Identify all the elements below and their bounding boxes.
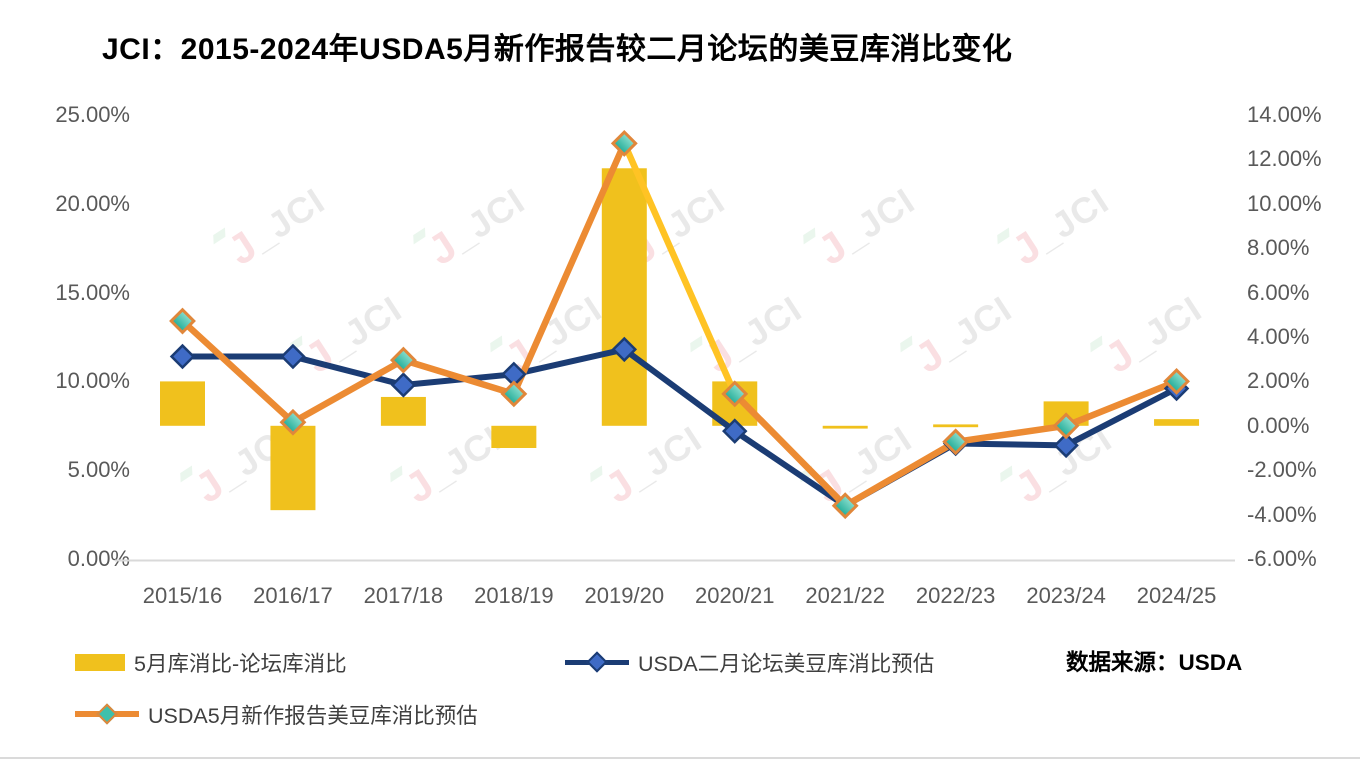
may-marker-2024/25 bbox=[1163, 367, 1190, 395]
diamond-marker-icon bbox=[96, 703, 118, 725]
may-marker-2016/17 bbox=[279, 408, 307, 436]
bar-2017/18 bbox=[380, 396, 426, 426]
legend-item-bar-diff[interactable]: 5月库消比-论坛库消比 bbox=[75, 645, 347, 679]
may-line-segment bbox=[510, 140, 628, 398]
left-axis-tick: 0.00% bbox=[67, 546, 130, 571]
diamond-marker-icon bbox=[586, 651, 608, 673]
legend-bar-label: 5月库消比-论坛库消比 bbox=[134, 651, 347, 676]
legend-item-forum-line[interactable]: USDA二月论坛美豆库消比预估 bbox=[565, 645, 934, 679]
chart-title: JCI：2015-2024年USDA5月新作报告较二月论坛的美豆库消比变化 bbox=[102, 33, 1013, 66]
right-axis-tick: 10.00% bbox=[1247, 190, 1322, 216]
bar-2021/22 bbox=[822, 425, 868, 429]
forum-marker-2017/18 bbox=[390, 372, 417, 398]
may-line-segment bbox=[841, 438, 959, 509]
left-axis-tick: 5.00% bbox=[67, 457, 130, 483]
may-line-segment bbox=[952, 422, 1070, 446]
right-axis-tick: 14.00% bbox=[1247, 102, 1322, 127]
bar-2022/23 bbox=[933, 424, 979, 428]
forum-marker-2020/21 bbox=[722, 418, 748, 444]
may-line-segment bbox=[289, 356, 407, 426]
x-axis-label: 2018/19 bbox=[474, 583, 554, 608]
bar-2018/19 bbox=[491, 425, 537, 448]
legend-forum-label: USDA二月论坛美豆库消比预估 bbox=[638, 651, 935, 676]
may-marker-2018/19 bbox=[500, 380, 528, 408]
right-axis-tick: -2.00% bbox=[1247, 457, 1317, 483]
forum-marker-2015/16 bbox=[169, 343, 196, 370]
bar-series-group bbox=[160, 168, 1200, 511]
x-axis-label: 2017/18 bbox=[363, 583, 444, 608]
left-axis-tick: 10.00% bbox=[55, 368, 130, 394]
may-line-segment bbox=[1062, 378, 1180, 430]
x-axis-label: 2022/23 bbox=[915, 583, 996, 608]
right-axis-tick: -6.00% bbox=[1247, 546, 1317, 571]
x-axis-label: 2024/25 bbox=[1136, 583, 1217, 608]
legend-item-may-line[interactable]: USDA5月新作报告美豆库消比预估 bbox=[75, 697, 478, 731]
may-line-segment bbox=[621, 140, 738, 398]
legend-bar-swatch bbox=[75, 653, 125, 671]
left-axis-tick: 25.00% bbox=[55, 102, 130, 127]
forum-marker-2018/19 bbox=[501, 361, 527, 388]
forum-marker-2023/24 bbox=[1053, 432, 1079, 459]
may-line-segment bbox=[179, 317, 297, 426]
may-marker-2017/18 bbox=[389, 346, 417, 374]
right-axis-tick: 0.00% bbox=[1247, 412, 1310, 438]
may-marker-2022/23 bbox=[942, 428, 970, 456]
bar-2024/25 bbox=[1154, 419, 1200, 426]
right-axis-tick: -4.00% bbox=[1247, 501, 1317, 527]
legend-may-swatch bbox=[75, 703, 139, 725]
x-axis-label: 2023/24 bbox=[1026, 583, 1106, 608]
x-axis-label: 2019/20 bbox=[584, 583, 665, 608]
bar-2016/17 bbox=[270, 425, 316, 511]
may-line-segment bbox=[731, 390, 849, 509]
right-axis-tick: 12.00% bbox=[1247, 146, 1322, 172]
right-axis-tick: 8.00% bbox=[1247, 235, 1310, 261]
forum-marker-2019/20 bbox=[611, 336, 638, 363]
may-marker-2020/21 bbox=[721, 380, 749, 408]
left-axis-tick: 20.00% bbox=[55, 190, 130, 216]
may-marker-2021/22 bbox=[831, 492, 859, 520]
may-marker-2023/24 bbox=[1052, 412, 1080, 440]
bar-2019/20 bbox=[601, 168, 647, 426]
right-axis-tick: 6.00% bbox=[1247, 279, 1310, 305]
forum-line bbox=[179, 346, 1180, 509]
may-marker-2019/20 bbox=[610, 129, 638, 157]
x-axis-label: 2016/17 bbox=[253, 583, 333, 608]
may-marker-2015/16 bbox=[169, 307, 196, 335]
marker-group bbox=[169, 129, 1190, 520]
legend-forum-swatch bbox=[565, 651, 629, 673]
x-axis-label: 2020/21 bbox=[694, 583, 775, 608]
left-axis-tick: 15.00% bbox=[55, 279, 130, 305]
legend-may-label: USDA5月新作报告美豆库消比预估 bbox=[148, 703, 478, 728]
x-axis-label: 2015/16 bbox=[142, 583, 223, 608]
x-axis-label: 2021/22 bbox=[805, 583, 885, 608]
may-line-segment bbox=[400, 356, 518, 398]
forum-marker-2016/17 bbox=[280, 343, 306, 370]
line-series-group bbox=[115, 140, 1235, 562]
bottom-divider bbox=[0, 757, 1360, 759]
bar-2015/16 bbox=[160, 381, 205, 426]
data-source-note: 数据来源：USDA bbox=[1066, 650, 1243, 675]
right-axis-tick: 4.00% bbox=[1247, 324, 1310, 349]
right-axis-tick: 2.00% bbox=[1247, 368, 1310, 394]
